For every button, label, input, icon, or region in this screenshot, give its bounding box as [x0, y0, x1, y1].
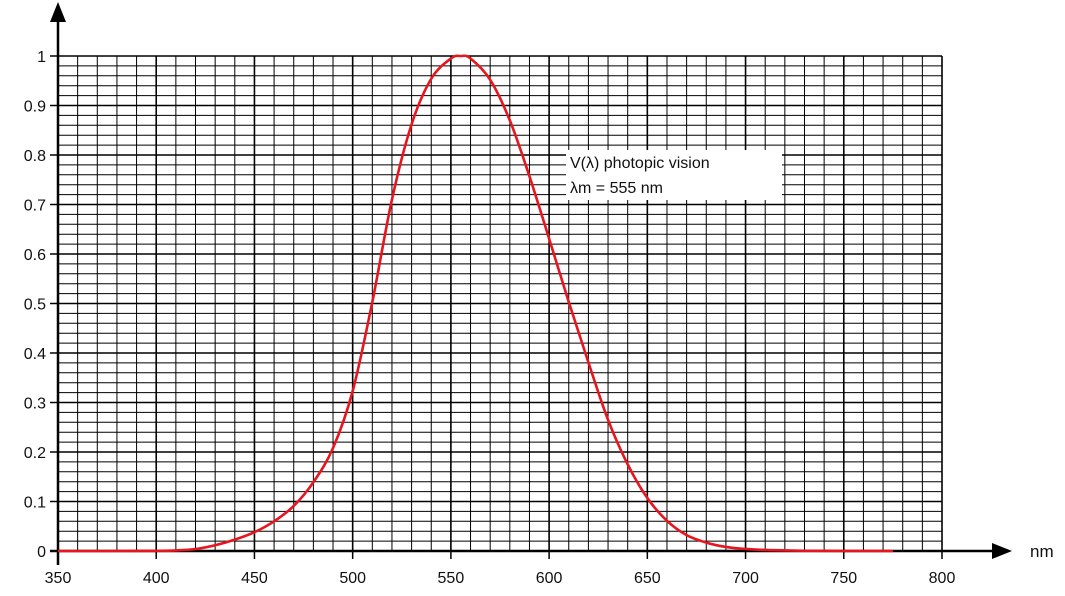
x-axis-arrow-icon	[992, 543, 1012, 559]
y-tick-label: 0.7	[24, 198, 46, 215]
y-tick-label: 0.1	[24, 495, 46, 512]
x-tick-label: 750	[830, 570, 857, 587]
y-tick-label: 0.4	[24, 346, 46, 363]
x-tick-label: 450	[241, 570, 268, 587]
x-tick-label: 800	[929, 570, 956, 587]
x-tick-label: 550	[438, 570, 465, 587]
legend-line-peak: λm = 555 nm	[570, 180, 663, 197]
x-tick-labels: 350 400 450 500 550 600 650 700 750 800	[45, 570, 956, 587]
series-group	[58, 54, 893, 553]
x-tick-label: 650	[634, 570, 661, 587]
series-line-photopic	[58, 54, 893, 553]
y-tick-label: 0	[37, 544, 46, 561]
legend-line-title: V(λ) photopic vision	[570, 155, 710, 172]
x-axis-unit-label: nm	[1030, 542, 1054, 561]
x-tick-label: 500	[339, 570, 366, 587]
axes	[50, 2, 1012, 565]
y-tick-label: 0.5	[24, 297, 46, 314]
y-tick-label: 0.2	[24, 445, 46, 462]
y-tick-label: 0.8	[24, 148, 46, 165]
x-tick-label: 700	[732, 570, 759, 587]
x-tick-label: 400	[143, 570, 170, 587]
y-axis-arrow-icon	[50, 2, 66, 22]
y-tick-label: 0.3	[24, 396, 46, 413]
grid	[57, 55, 943, 552]
y-tick-label: 1	[37, 49, 46, 66]
legend: V(λ) photopic vision λm = 555 nm	[566, 150, 782, 200]
y-tick-label: 0.6	[24, 247, 46, 264]
x-tick-label: 600	[536, 570, 563, 587]
x-tick-label: 350	[45, 570, 72, 587]
legend-box	[566, 150, 782, 200]
y-tick-label: 0.9	[24, 99, 46, 116]
y-tick-labels: 0 0.1 0.2 0.3 0.4 0.5 0.6 0.7 0.8 0.9 1	[24, 49, 46, 561]
